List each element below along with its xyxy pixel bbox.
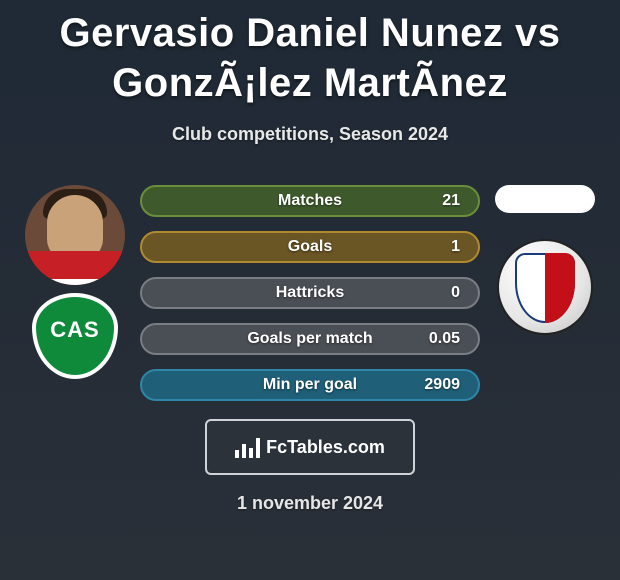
stat-label: Goals per match xyxy=(247,330,372,348)
stat-value: 0.05 xyxy=(429,330,460,348)
club-crest-right xyxy=(497,239,593,335)
brand-text: FcTables.com xyxy=(266,437,385,458)
avatar-trim xyxy=(25,279,125,285)
stat-label: Matches xyxy=(278,192,342,210)
barchart-icon xyxy=(235,436,260,458)
player-right-oval xyxy=(495,185,595,213)
stat-value: 2909 xyxy=(424,376,460,394)
left-player-column: CAS xyxy=(20,185,130,379)
club-crest-left: CAS xyxy=(32,293,118,379)
brand-box[interactable]: FcTables.com xyxy=(205,419,415,475)
stat-pill: Goals per match 0.05 xyxy=(140,323,480,355)
page-title: Gervasio Daniel Nunez vs GonzÃ¡lez MartÃ… xyxy=(0,0,620,108)
date-label: 1 november 2024 xyxy=(0,493,620,514)
stat-pill: Goals 1 xyxy=(140,231,480,263)
stat-value: 21 xyxy=(442,192,460,210)
subtitle: Club competitions, Season 2024 xyxy=(0,108,620,145)
stat-label: Min per goal xyxy=(263,376,357,394)
right-player-column xyxy=(490,185,600,335)
stats-area: CAS Matches 21 Goals 1 Hattricks 0 Goals per m… xyxy=(0,185,620,401)
crest-left-text: CAS xyxy=(32,317,118,343)
stat-label: Goals xyxy=(288,238,332,256)
stat-pill: Min per goal 2909 xyxy=(140,369,480,401)
stat-pill: Hattricks 0 xyxy=(140,277,480,309)
stat-pill: Matches 21 xyxy=(140,185,480,217)
stat-value: 0 xyxy=(451,284,460,302)
player-left-avatar xyxy=(25,185,125,285)
stat-value: 1 xyxy=(451,238,460,256)
stat-pill-list: Matches 21 Goals 1 Hattricks 0 Goals per match… xyxy=(140,185,480,401)
stat-label: Hattricks xyxy=(276,284,344,302)
